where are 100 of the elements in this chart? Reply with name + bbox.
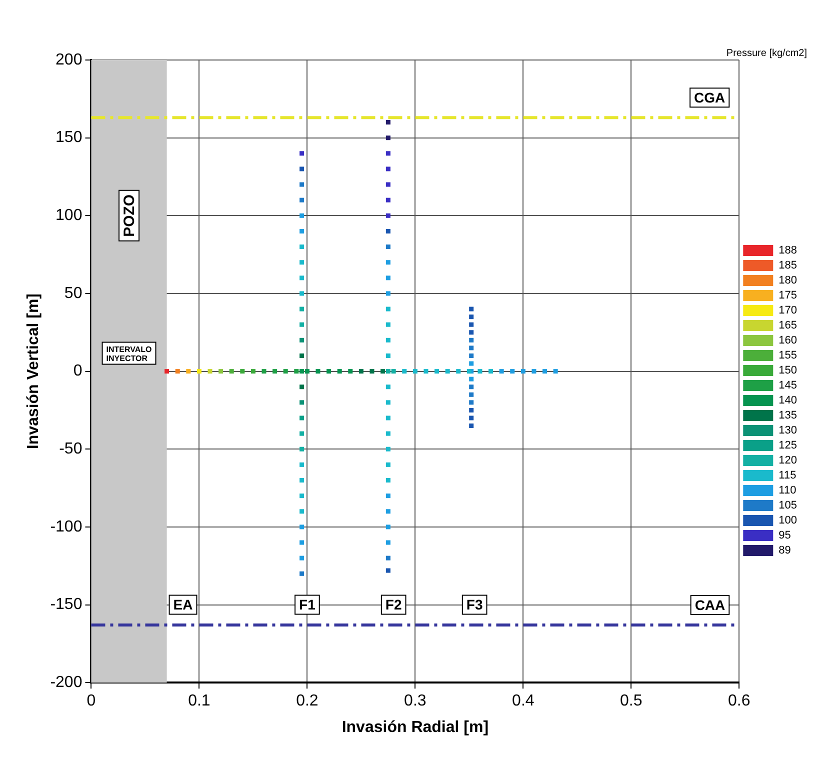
point: [300, 446, 304, 452]
y-tick-label: -100: [50, 518, 82, 536]
point: [469, 353, 474, 358]
point: [300, 494, 304, 498]
legend-label: 120: [778, 454, 798, 467]
point: [386, 198, 390, 202]
point: [520, 369, 526, 374]
point: [300, 509, 304, 514]
point: [386, 120, 390, 125]
point: [499, 369, 504, 374]
point: [469, 400, 474, 405]
point: [300, 571, 304, 576]
point: [386, 540, 390, 545]
point: [370, 369, 374, 374]
x-tick-label: 0.5: [620, 692, 642, 710]
ref-line-label: CAA: [694, 596, 726, 613]
legend-label: 160: [778, 334, 798, 347]
legend-label: 145: [778, 380, 798, 392]
point: [186, 369, 191, 374]
annotation: F1: [299, 596, 316, 613]
point: [300, 431, 304, 436]
legend-label: 185: [778, 260, 798, 272]
point: [510, 369, 515, 374]
point: [300, 260, 304, 265]
point: [402, 369, 407, 374]
point: [300, 369, 304, 374]
legend-label: 140: [778, 394, 798, 407]
point: [469, 346, 474, 350]
point: [300, 384, 304, 390]
point: [196, 369, 202, 374]
point: [469, 322, 474, 327]
point: [469, 330, 474, 335]
point: [300, 244, 304, 250]
y-tick-label: -150: [50, 596, 82, 614]
legend-label: 165: [778, 320, 798, 332]
point: [542, 369, 548, 374]
annotation: EA: [173, 596, 193, 613]
point: [300, 322, 304, 327]
legend-label: 135: [778, 410, 798, 422]
x-axis-title: Invasión Radial [m]: [342, 718, 489, 736]
point: [391, 369, 396, 374]
point: [386, 524, 390, 530]
y-tick-label: 100: [56, 207, 82, 224]
point: [386, 509, 390, 514]
point: [386, 494, 390, 498]
point: [300, 228, 304, 234]
legend-label: 105: [778, 500, 798, 512]
point: [386, 446, 390, 452]
point: [386, 182, 390, 187]
point: [300, 462, 304, 467]
point: [469, 306, 474, 312]
point: [240, 369, 245, 374]
point: [386, 400, 390, 405]
point: [386, 213, 390, 218]
point: [386, 556, 390, 560]
legend-label: 110: [778, 484, 796, 497]
point: [469, 314, 474, 320]
legend-label: 95: [778, 530, 791, 542]
legend-label: 180: [778, 274, 798, 287]
point: [250, 369, 256, 374]
point: [386, 384, 390, 390]
point: [316, 369, 320, 374]
point: [300, 400, 304, 405]
point: [272, 369, 278, 374]
point: [208, 369, 212, 374]
legend-label: 150: [778, 364, 798, 377]
point: [300, 556, 304, 560]
point: [469, 338, 474, 342]
point: [553, 369, 558, 374]
legend-title: Pressure [kg/cm2]: [726, 48, 808, 59]
point: [469, 424, 474, 428]
y-axis-title: Invasión Vertical [m]: [25, 293, 42, 450]
point: [386, 291, 390, 296]
point: [386, 276, 390, 280]
legend-label: 175: [778, 290, 798, 302]
legend-label: 155: [778, 350, 798, 362]
point: [386, 338, 390, 342]
point: [300, 416, 304, 420]
point: [386, 322, 390, 327]
point: [358, 369, 364, 374]
point: [456, 369, 461, 374]
point: [300, 524, 304, 530]
point: [466, 369, 472, 374]
annotation: F3: [466, 596, 483, 613]
point: [283, 369, 288, 374]
legend-label: 170: [778, 304, 798, 317]
point: [300, 213, 304, 218]
point: [337, 369, 342, 374]
point: [469, 408, 474, 412]
point: [386, 166, 390, 172]
point: [164, 369, 170, 374]
legend-label: 130: [778, 424, 798, 437]
point: [386, 260, 390, 265]
legend-label: 125: [778, 440, 798, 452]
point: [386, 244, 390, 250]
x-tick-label: 0.3: [404, 692, 426, 710]
point: [386, 306, 390, 312]
x-tick-label: 0: [86, 692, 96, 710]
point: [386, 353, 390, 358]
y-tick-label: 200: [56, 51, 82, 68]
